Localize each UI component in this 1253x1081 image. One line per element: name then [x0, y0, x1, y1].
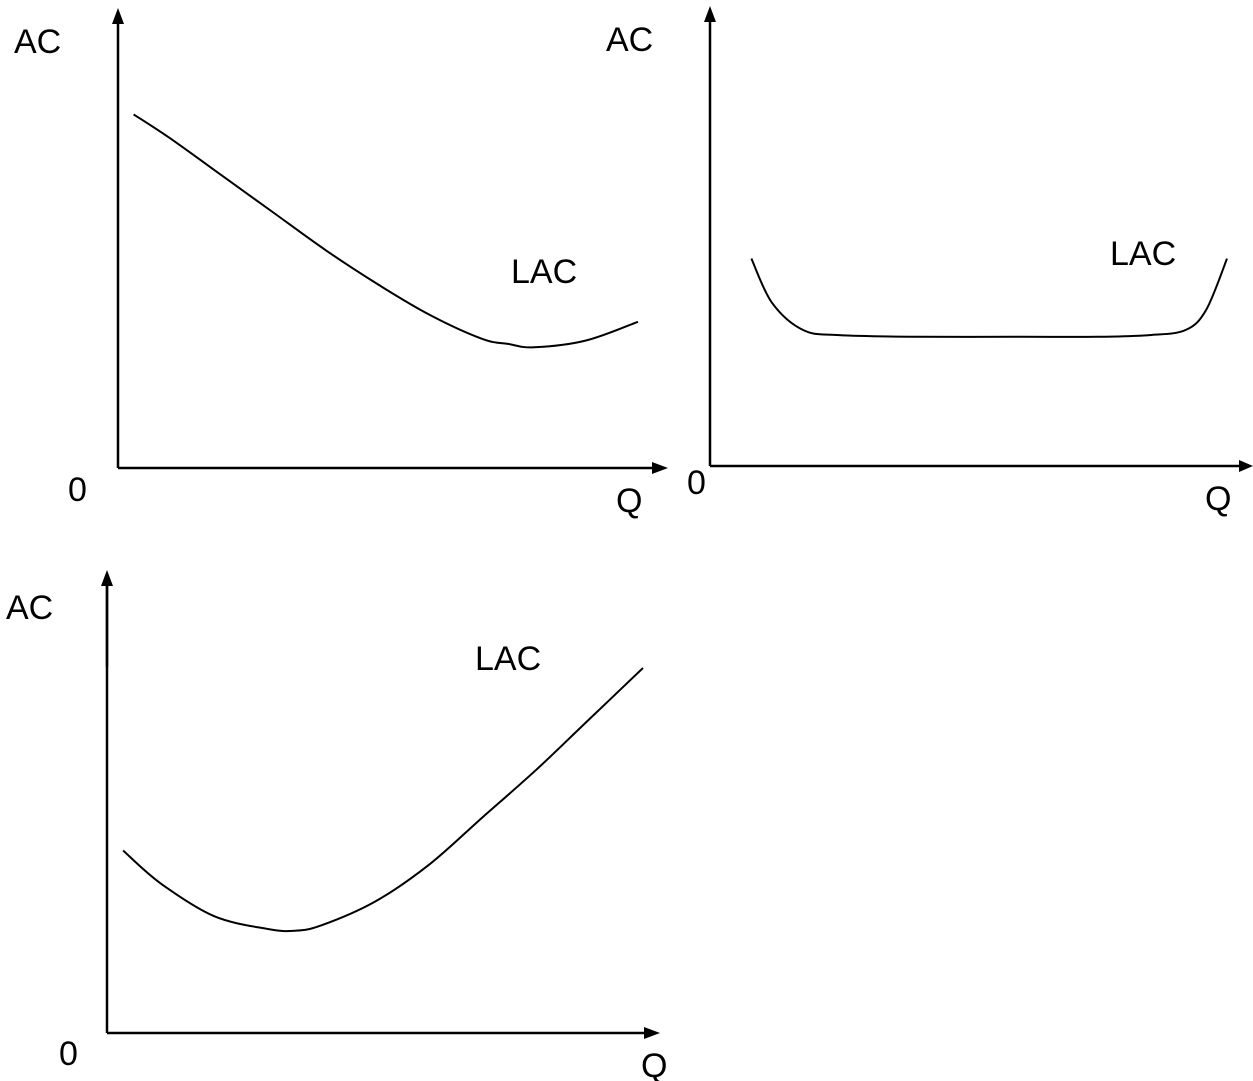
chart-2-lac-curve — [750, 258, 1228, 338]
chart-3-series-label: LAC — [475, 640, 541, 678]
chart-2-x-axis-label: Q — [1205, 480, 1231, 518]
chart-2-y-axis-arrow — [704, 6, 716, 22]
chart-3: AC Q 0 LAC — [6, 570, 667, 1081]
chart-3-lac-curve — [122, 667, 644, 933]
chart-3-x-axis-arrow — [644, 1027, 660, 1039]
chart-2-x-axis-arrow — [1239, 460, 1253, 472]
chart-1-series-label: LAC — [511, 253, 577, 291]
chart-1-y-axis-arrow — [112, 8, 124, 24]
chart-2-origin-label: 0 — [687, 464, 706, 502]
chart-2: AC Q 0 LAC — [606, 6, 1253, 518]
chart-1-origin-label: 0 — [68, 471, 87, 509]
chart-1: AC Q 0 LAC — [14, 8, 668, 520]
chart-3-origin-label: 0 — [59, 1035, 78, 1073]
chart-2-series-label: LAC — [1110, 235, 1176, 273]
chart-1-y-axis-label: AC — [14, 23, 61, 61]
chart-3-y-axis-arrow — [101, 570, 113, 586]
chart-1-x-axis-label: Q — [616, 482, 642, 520]
chart-3-x-axis-label: Q — [641, 1047, 667, 1081]
chart-1-x-axis-arrow — [652, 462, 668, 474]
chart-1-lac-curve — [133, 113, 639, 349]
chart-3-y-axis-label: AC — [6, 589, 53, 627]
chart-2-y-axis-label: AC — [606, 21, 653, 59]
